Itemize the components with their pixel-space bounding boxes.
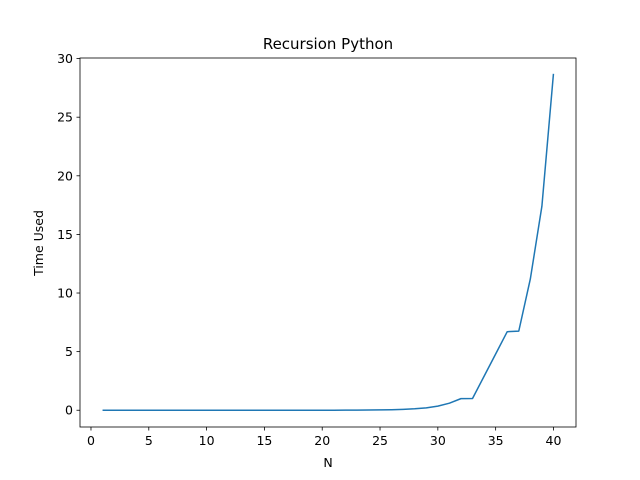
x-tick-label: 30 <box>430 433 446 448</box>
y-tick-label: 0 <box>65 403 73 418</box>
x-tick-label: 40 <box>546 433 562 448</box>
plot-frame <box>79 57 577 428</box>
x-tick-label: 15 <box>256 433 272 448</box>
y-tick-label: 5 <box>65 344 73 359</box>
x-axis: 0 5 10 15 20 25 30 35 40 <box>87 427 561 448</box>
chart-title: Recursion Python <box>263 35 393 53</box>
x-tick-label: 35 <box>488 433 504 448</box>
y-tick-label: 25 <box>57 110 73 125</box>
y-axis-label: Time Used <box>31 210 46 277</box>
x-axis-label: N <box>323 455 332 470</box>
x-tick-label: 10 <box>199 433 215 448</box>
x-tick-label: 0 <box>87 433 95 448</box>
y-tick-label: 30 <box>57 51 73 66</box>
plot-area <box>102 73 555 411</box>
y-tick-label: 20 <box>57 168 73 183</box>
series-line-0 <box>102 73 555 411</box>
x-tick-label: 5 <box>145 433 153 448</box>
x-tick-label: 25 <box>372 433 388 448</box>
y-tick-label: 15 <box>57 227 73 242</box>
y-axis: 0 5 10 15 20 25 30 <box>57 51 80 418</box>
x-tick-label: 20 <box>314 433 330 448</box>
y-tick-label: 10 <box>57 286 73 301</box>
